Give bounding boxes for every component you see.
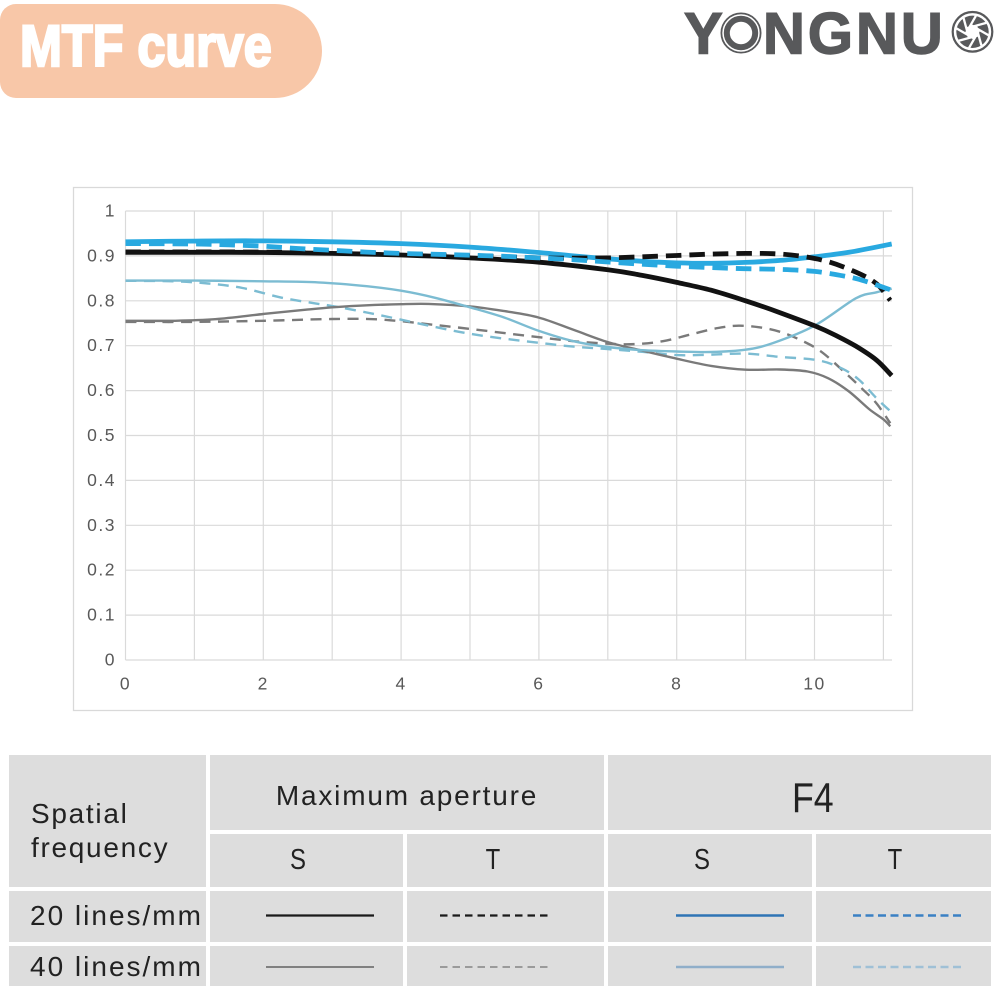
svg-text:4: 4	[395, 674, 406, 694]
svg-text:0.1: 0.1	[87, 605, 116, 625]
svg-text:NGNU: NGNU	[763, 8, 946, 56]
svg-text:0: 0	[120, 674, 131, 694]
svg-text:10: 10	[803, 674, 825, 694]
svg-text:0.5: 0.5	[87, 425, 116, 445]
svg-text:2: 2	[258, 674, 269, 694]
svg-text:0.7: 0.7	[87, 335, 116, 355]
svg-text:6: 6	[533, 674, 544, 694]
svg-text:0.4: 0.4	[87, 470, 116, 490]
svg-text:0.3: 0.3	[87, 515, 116, 535]
svg-text:8: 8	[671, 674, 682, 694]
svg-text:1: 1	[105, 201, 116, 221]
svg-text:0.9: 0.9	[87, 245, 116, 265]
svg-text:0.8: 0.8	[87, 290, 116, 310]
svg-text:0.2: 0.2	[87, 560, 116, 580]
svg-text:Y: Y	[684, 8, 723, 56]
svg-text:0: 0	[105, 650, 116, 670]
svg-text:0.6: 0.6	[87, 380, 116, 400]
